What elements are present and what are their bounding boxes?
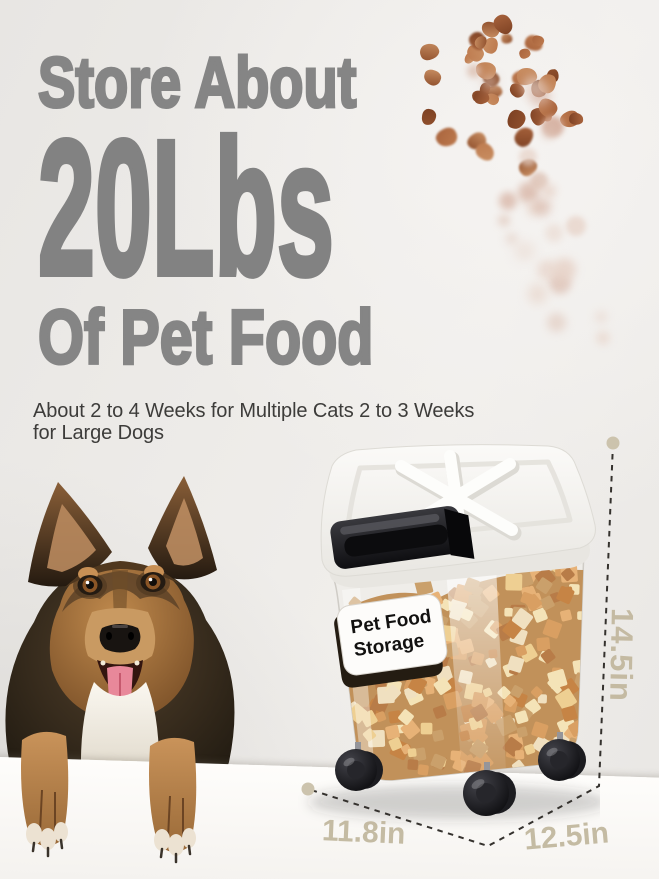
dog-paws — [21, 731, 197, 864]
dog-nose — [99, 624, 141, 653]
dog-eye-left — [77, 575, 103, 595]
headline-line1: Store About — [37, 42, 358, 123]
food-container: Pet Food Storage — [308, 444, 600, 819]
dog-ear-left-inner — [47, 504, 96, 572]
dog-paw-right — [149, 737, 197, 864]
headline-line3: Of Pet Food — [37, 293, 375, 381]
dimension-width-label: 11.8in — [321, 814, 407, 851]
dog-nose-highlight — [112, 625, 128, 628]
dog-ear-right-inner — [166, 498, 203, 566]
container-label: Pet Food Storage — [334, 593, 448, 688]
subtitle: About 2 to 4 Weeks for Multiple Cats 2 t… — [33, 400, 475, 444]
dog-eye-right — [140, 572, 166, 592]
dog-tooth-right — [134, 660, 140, 666]
headline-line2: 20Lbs — [36, 100, 335, 315]
dog-nostril-left — [106, 632, 112, 640]
dog-nostril-right — [128, 632, 134, 640]
dog-tooth-left — [100, 660, 106, 666]
dog-paw-left — [21, 731, 69, 858]
dimension-height-label: 14.5in — [603, 607, 640, 703]
